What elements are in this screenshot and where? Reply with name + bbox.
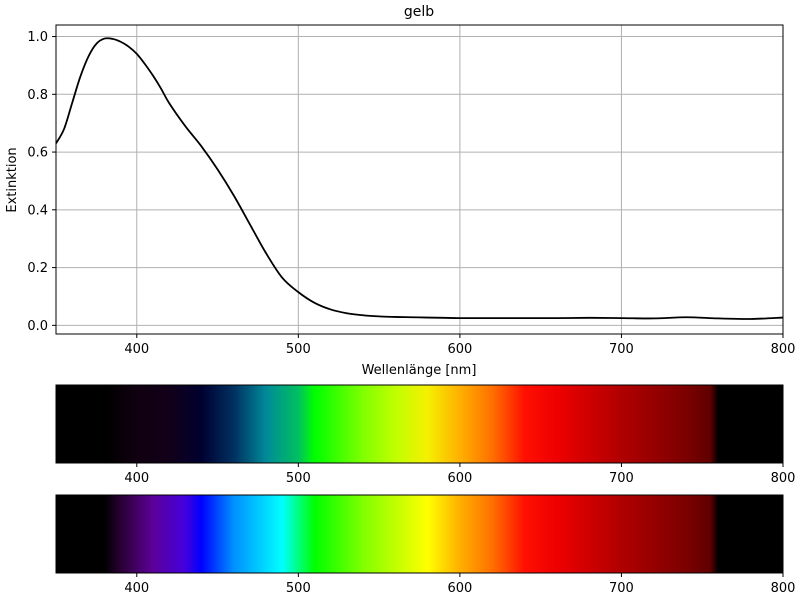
plot-frame (55, 24, 784, 335)
x-tick-label: 700 (609, 342, 634, 357)
x-axis-ticks: 400 500 600 700 800 (124, 334, 795, 357)
strip-tick-label: 400 (124, 471, 149, 486)
strip-tick-label: 500 (286, 581, 311, 596)
x-tick-label: 400 (124, 342, 149, 357)
y-tick-label: 0.4 (27, 203, 48, 218)
plot-area: 400 500 600 700 800 0.0 0.2 0.4 0.6 0.8 1.0 (27, 24, 795, 357)
strip-tick-label: 400 (124, 581, 149, 596)
y-tick-label: 1.0 (27, 30, 48, 45)
y-axis-label: Extinktion (5, 147, 20, 212)
y-axis-ticks: 0.0 0.2 0.4 0.6 0.8 1.0 (27, 30, 56, 334)
extinction-line (55, 37, 784, 320)
strip-tick-label: 700 (609, 471, 634, 486)
strip-tick-label: 500 (286, 471, 311, 486)
spectrum-strips: 400 500 600 700 800 400 500 600 700 800 (55, 384, 796, 596)
full-spectrum-strip (55, 494, 784, 574)
x-tick-label: 600 (447, 342, 472, 357)
x-axis-label: Wellenlänge [nm] (362, 363, 477, 378)
strip-tick-label: 800 (771, 581, 796, 596)
series-layer (55, 37, 784, 320)
y-tick-label: 0.0 (27, 319, 48, 334)
strip-tick-label: 600 (447, 581, 472, 596)
y-tick-label: 0.2 (27, 261, 48, 276)
chart-title: gelb (404, 4, 434, 20)
strip-tick-label: 700 (609, 581, 634, 596)
x-tick-label: 800 (771, 342, 796, 357)
y-tick-label: 0.6 (27, 146, 48, 161)
grid (56, 25, 784, 334)
y-tick-label: 0.8 (27, 88, 48, 103)
strip-tick-label: 800 (771, 471, 796, 486)
strip-tick-label: 600 (447, 471, 472, 486)
attenuated-spectrum-strip (55, 384, 784, 464)
x-tick-label: 500 (286, 342, 311, 357)
